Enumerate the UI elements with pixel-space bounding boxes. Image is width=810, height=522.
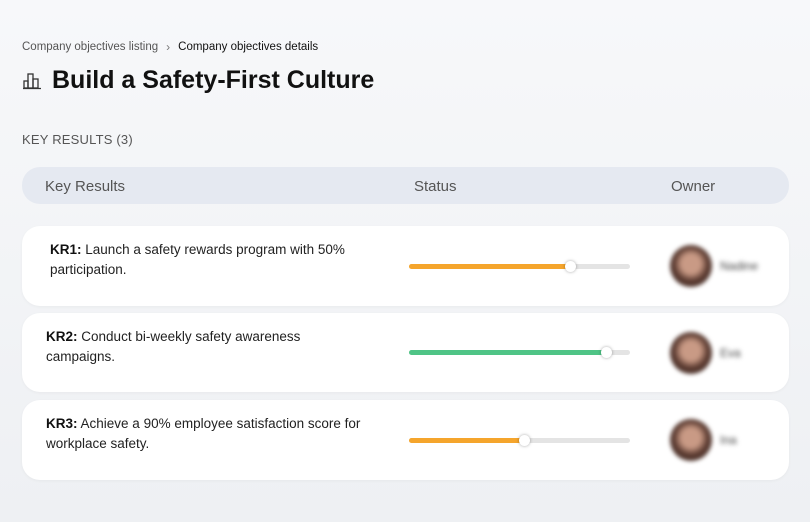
- owner-name: Ina: [720, 433, 737, 447]
- key-result-text: KR1: Launch a safety rewards program wit…: [50, 240, 370, 280]
- key-result-label: KR3:: [46, 416, 78, 431]
- breadcrumb-separator: ›: [166, 40, 171, 54]
- title-bar: Build a Safety-First Culture: [22, 66, 374, 95]
- building-icon: [23, 72, 41, 89]
- progress-bar: [409, 263, 571, 269]
- header-cell: Status: [414, 178, 457, 195]
- key-result-text: KR3: Achieve a 90% employee satisfaction…: [46, 414, 366, 454]
- owner-name: Eva: [720, 345, 741, 360]
- owner-avatar: [670, 245, 712, 287]
- owner-avatar: [670, 419, 712, 461]
- progress-bar: [409, 437, 524, 443]
- key-result-row[interactable]: KR3: Achieve a 90% employee satisfaction…: [22, 400, 789, 480]
- key-result-description: Launch a safety rewards program with 50%…: [50, 242, 345, 277]
- key-result-text: KR2: Conduct bi-weekly safety awareness …: [46, 327, 366, 367]
- key-result-description: Conduct bi-weekly safety awareness campa…: [46, 329, 301, 364]
- table-header: Key Results Status Owner: [22, 167, 789, 204]
- header-cell: Owner: [671, 178, 716, 195]
- section-title: KEY RESULTS (3): [22, 132, 133, 147]
- progress-track: [409, 347, 630, 358]
- breadcrumb: Company objectives listing › Company obj…: [22, 40, 318, 54]
- page-title: Build a Safety-First Culture: [52, 66, 375, 94]
- key-result-label: KR1:: [50, 242, 82, 257]
- header-cell: Key Results: [45, 178, 126, 195]
- key-result-description: Achieve a 90% employee satisfaction scor…: [46, 416, 361, 451]
- key-result-row[interactable]: KR2: Conduct bi-weekly safety awareness …: [22, 313, 789, 392]
- progress-track: [409, 260, 630, 272]
- progress-knob[interactable]: [600, 347, 612, 358]
- key-result-row[interactable]: KR1: Launch a safety rewards program wit…: [22, 226, 789, 306]
- progress-bar: [409, 350, 606, 355]
- progress-knob[interactable]: [518, 434, 530, 446]
- key-result-label: KR2:: [46, 329, 78, 344]
- progress-knob[interactable]: [565, 260, 577, 272]
- breadcrumb-current: Company objectives details: [178, 41, 319, 53]
- owner-name: Nadine: [720, 259, 759, 273]
- breadcrumb-link[interactable]: Company objectives listing: [22, 41, 159, 53]
- owner-avatar: [670, 331, 712, 374]
- progress-track: [409, 434, 630, 446]
